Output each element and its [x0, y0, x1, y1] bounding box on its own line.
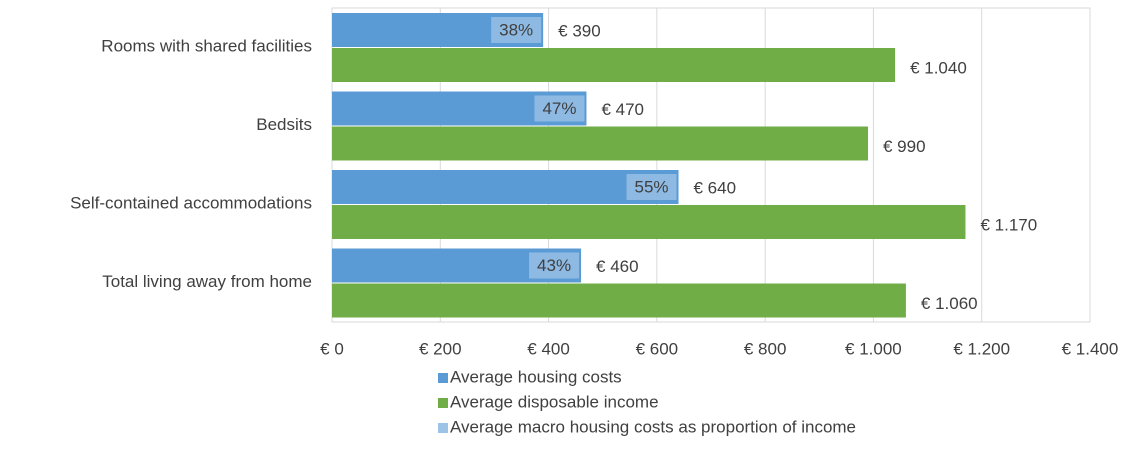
legend-label: Average disposable income	[450, 392, 659, 411]
proportion-label: 38%	[499, 20, 533, 39]
bar	[332, 205, 966, 239]
data-label: € 1.040	[910, 58, 967, 77]
proportion-label: 55%	[634, 177, 668, 196]
x-tick-label: € 0	[320, 339, 344, 358]
proportion-label: 47%	[542, 99, 576, 118]
data-label: € 1.060	[921, 294, 978, 313]
data-label: € 460	[596, 257, 639, 276]
data-label: € 470	[601, 100, 644, 119]
x-tick-label: € 600	[636, 339, 679, 358]
data-label: € 1.170	[980, 215, 1037, 234]
bar	[332, 48, 896, 82]
data-label: € 990	[883, 137, 926, 156]
data-label: € 390	[558, 21, 601, 40]
x-tick-label: € 1.000	[845, 339, 902, 358]
y-tick-label: Total living away from home	[102, 272, 312, 291]
proportion-box	[626, 174, 677, 200]
legend-label: Average housing costs	[450, 367, 622, 386]
bar	[332, 126, 869, 161]
data-label: € 640	[694, 178, 737, 197]
legend-label: Average macro housing costs as proportio…	[450, 417, 856, 436]
proportion-box	[534, 95, 585, 122]
bar	[332, 283, 906, 318]
x-tick-label: € 400	[527, 339, 570, 358]
legend-swatch	[438, 398, 448, 408]
x-tick-label: € 200	[419, 339, 462, 358]
y-tick-label: Bedsits	[256, 115, 312, 134]
y-tick-label: Self-contained accommodations	[70, 194, 312, 213]
plot-border	[331, 7, 1091, 323]
proportion-box	[529, 252, 580, 279]
x-tick-label: € 1.400	[1062, 339, 1119, 358]
proportion-box	[491, 17, 542, 43]
x-tick-label: € 1.200	[953, 339, 1010, 358]
y-tick-label: Rooms with shared facilities	[101, 37, 312, 56]
x-tick-label: € 800	[744, 339, 787, 358]
legend-swatch	[438, 373, 448, 383]
legend-swatch	[438, 423, 448, 433]
proportion-label: 43%	[537, 256, 571, 275]
bar	[332, 170, 679, 204]
